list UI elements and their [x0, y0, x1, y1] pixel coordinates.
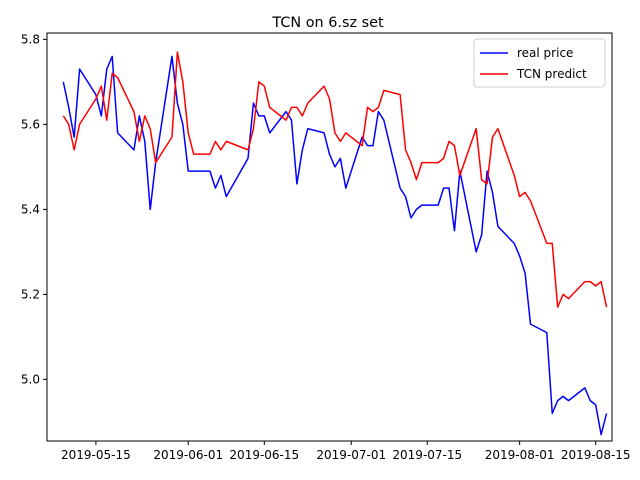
- x-tick-label: 2019-06-01: [153, 448, 223, 462]
- legend-label: TCN predict: [516, 67, 587, 81]
- legend: real price TCN predict: [473, 38, 606, 88]
- y-tick-label: 5.8: [21, 32, 40, 46]
- y-tick-label: 5.2: [21, 287, 40, 301]
- legend-label: real price: [517, 46, 573, 60]
- chart-title: TCN on 6.sz set: [271, 15, 384, 31]
- x-tick-label: 2019-05-15: [61, 448, 131, 462]
- y-tick-label: 5.0: [21, 372, 40, 386]
- x-tick-label: 2019-07-01: [316, 448, 386, 462]
- series-line-0: [62, 55, 608, 436]
- x-axis: 2019-05-15 2019-06-01 2019-06-15 2019-07-01…: [61, 441, 631, 462]
- y-axis: 5.0 5.2 5.4 5.6 5.8: [21, 32, 47, 386]
- x-tick-label: 2019-06-15: [229, 448, 299, 462]
- x-tick-label: 2019-08-01: [485, 448, 555, 462]
- x-tick-label: 2019-07-15: [392, 448, 462, 462]
- x-tick-label: 2019-08-15: [561, 448, 631, 462]
- plot-area: [62, 51, 608, 436]
- series-line-1: [62, 51, 608, 308]
- y-tick-label: 5.4: [21, 202, 40, 216]
- y-tick-label: 5.6: [21, 117, 40, 131]
- legend-box: [473, 38, 606, 88]
- axes-frame: [46, 32, 613, 442]
